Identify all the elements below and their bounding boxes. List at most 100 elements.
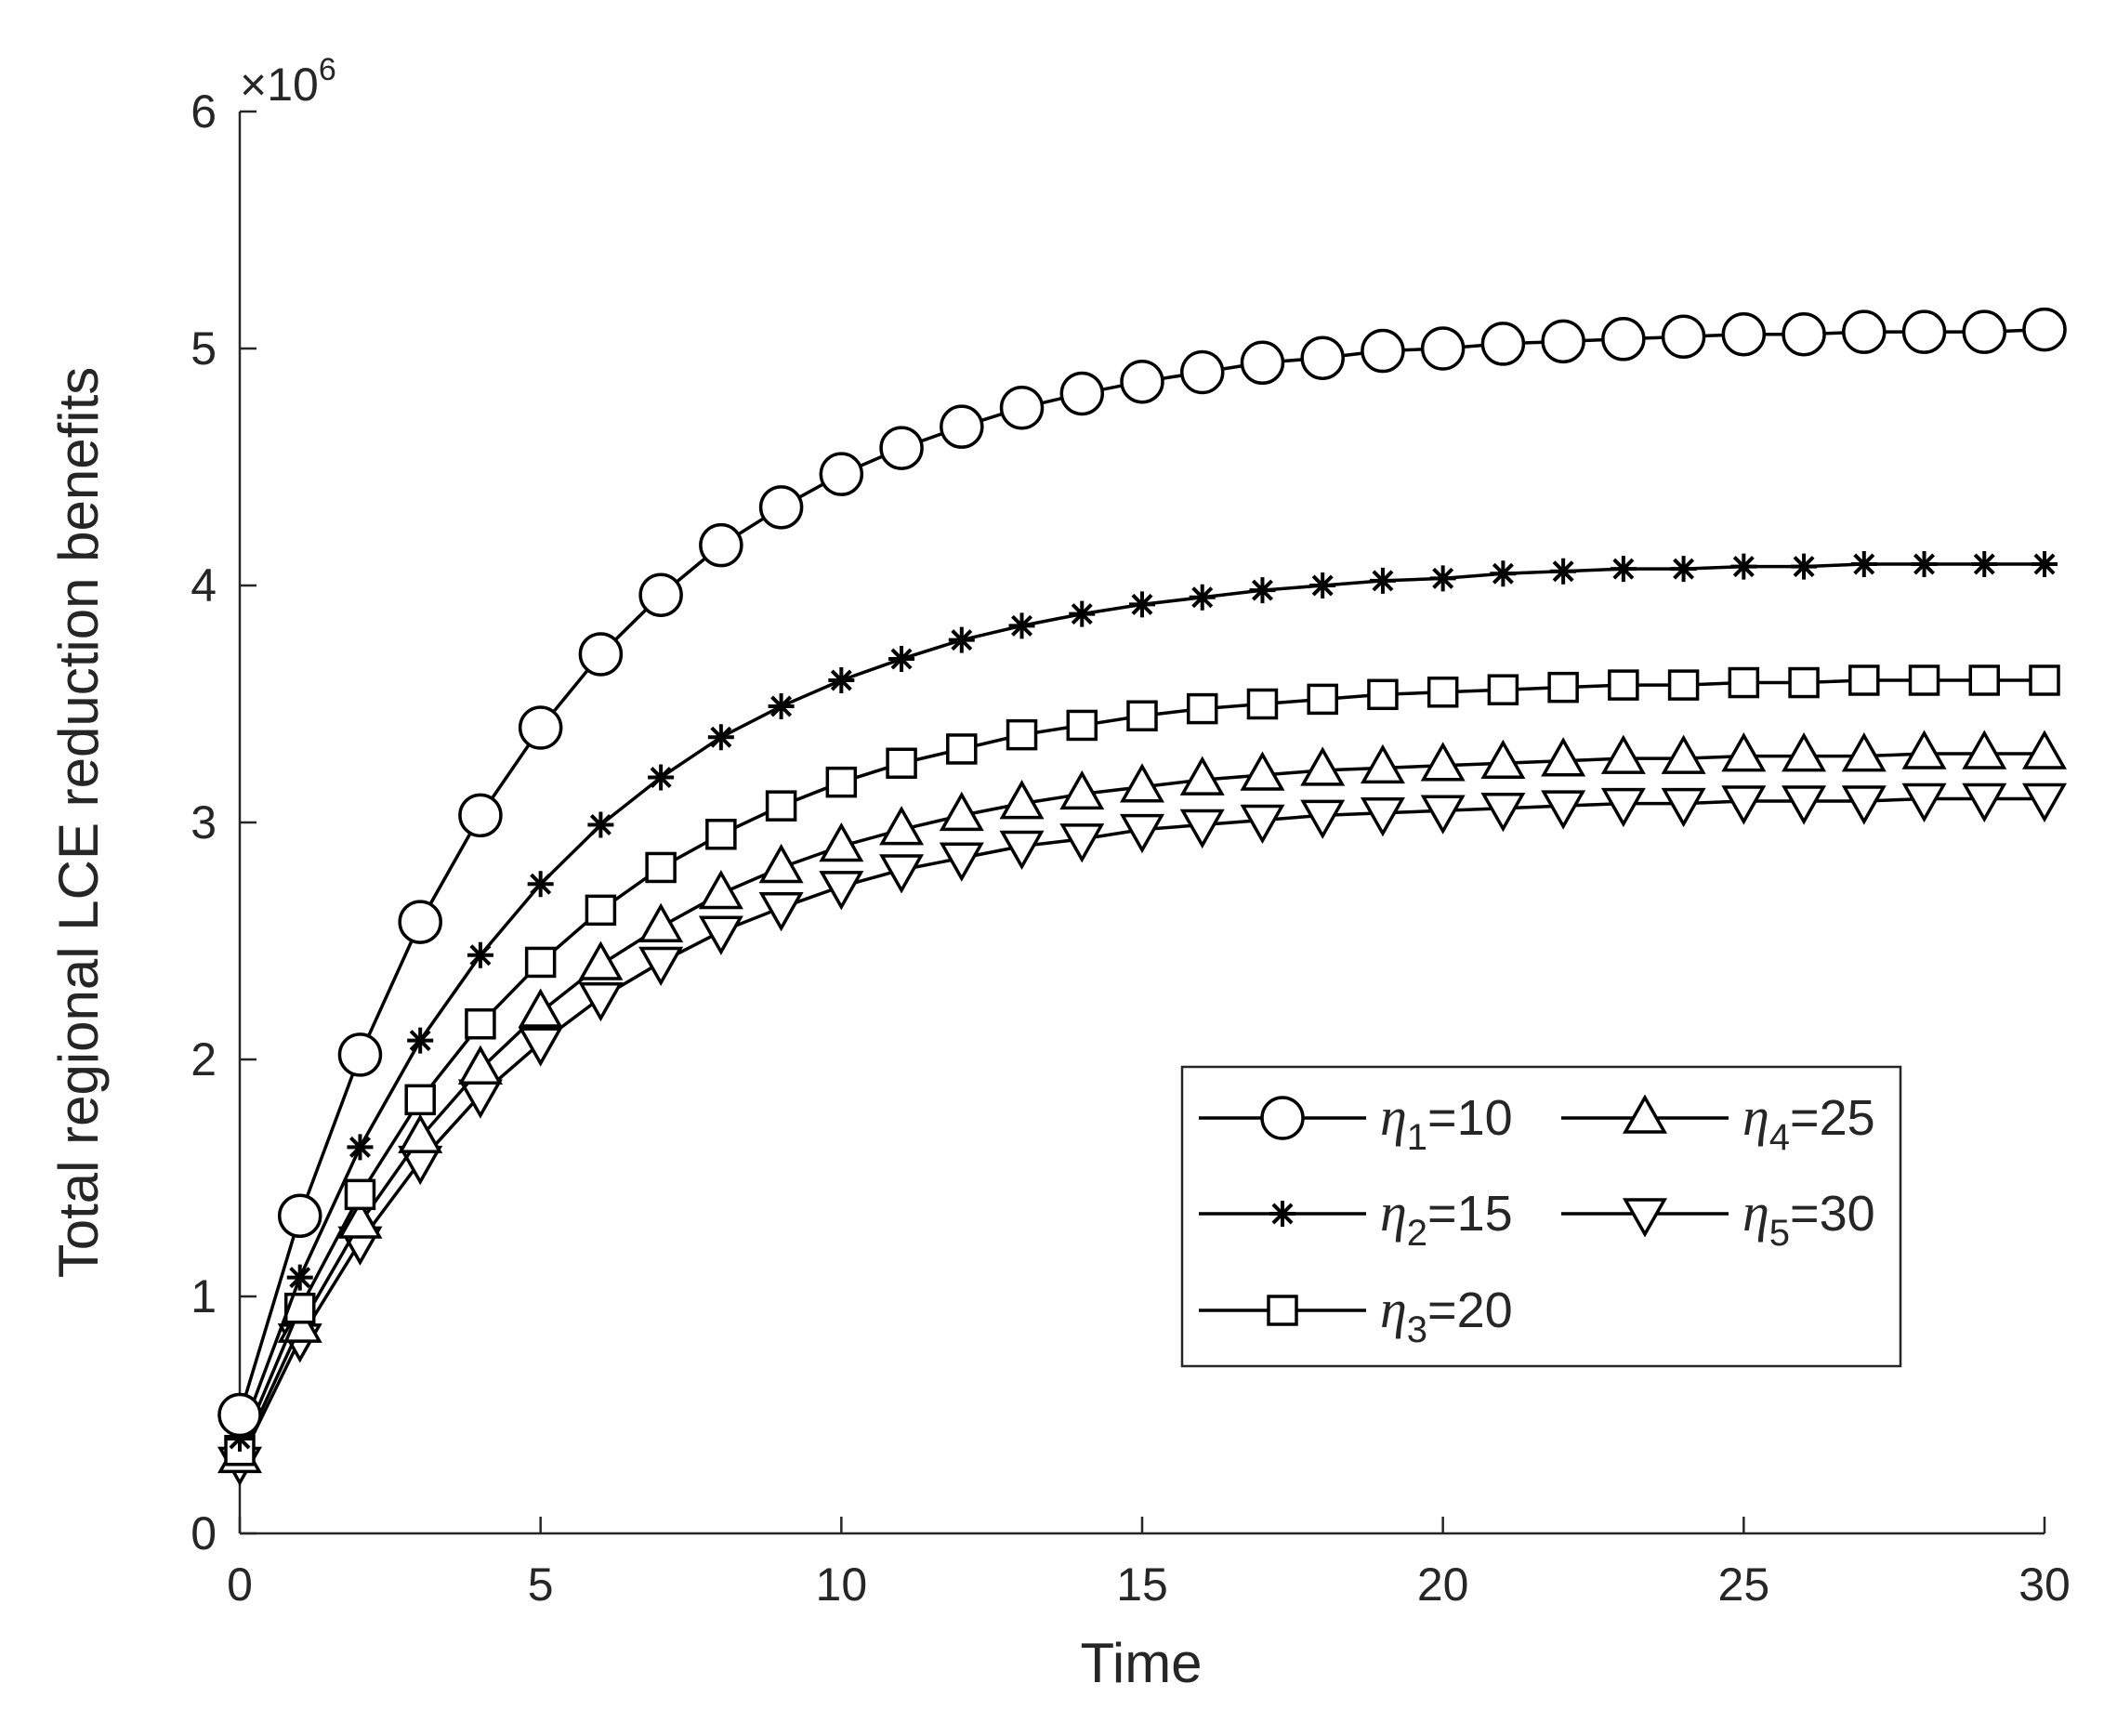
data-point-asterisk (1791, 553, 1818, 580)
data-point-triangle-up (819, 822, 864, 862)
x-tick-label: 5 (528, 1558, 554, 1611)
data-point-triangle-up (518, 988, 563, 1028)
data-point-triangle-down (1901, 783, 1947, 823)
data-point-circle (1361, 328, 1405, 374)
data-point-square (1908, 664, 1940, 696)
data-point-circle (758, 485, 804, 530)
y-ticks: 0 1 2 3 4 5 6 (191, 85, 256, 1559)
legend-entry: η1=10 (1199, 1086, 1513, 1158)
data-point-asterisk (828, 667, 855, 693)
data-point-triangle-down (518, 1027, 563, 1067)
data-point-triangle-up (1179, 756, 1225, 796)
data-point-circle (1120, 359, 1164, 404)
legend-label: η5=30 (1742, 1182, 1875, 1254)
data-point-asterisk (948, 626, 975, 653)
data-point-triangle-up (1119, 763, 1165, 803)
data-point-circle (1962, 309, 2007, 354)
x-tick-label: 10 (816, 1558, 868, 1611)
data-point-triangle-up (1661, 734, 1706, 774)
data-point-asterisk (527, 871, 554, 898)
y-tick-label: 4 (191, 559, 217, 612)
data-point-triangle-up (337, 1199, 383, 1239)
data-point-asterisk (1369, 567, 1396, 594)
data-point-square (1547, 671, 1579, 704)
x-tick-label: 0 (227, 1558, 253, 1611)
data-point-square (1186, 692, 1218, 725)
data-point-triangle-up (1420, 742, 1466, 782)
data-point-triangle-down (2021, 783, 2068, 823)
data-point-triangle-down (1240, 804, 1285, 844)
data-point-circle (999, 386, 1045, 430)
legend-marker-asterisk (1269, 1201, 1295, 1227)
data-point-asterisk (1189, 584, 1216, 611)
data-point-asterisk (1730, 553, 1757, 580)
series-triangle-up (217, 730, 2068, 1474)
data-point-triangle-down (1841, 785, 1887, 825)
data-point-circle (1601, 317, 1646, 362)
data-point-circle (1420, 326, 1466, 371)
data-point-circle (1240, 340, 1285, 386)
data-point-triangle-up (1480, 739, 1526, 779)
data-point-square (344, 1178, 376, 1211)
x-tick-label: 20 (1417, 1558, 1469, 1611)
data-point-asterisk (1129, 591, 1155, 618)
data-point-triangle-up (638, 902, 684, 942)
data-point-triangle-up (398, 1113, 443, 1153)
x-ticks: 0 5 10 15 20 25 30 (227, 1517, 2071, 1611)
data-point-square (585, 894, 617, 927)
legend-marker-triangle-up (1622, 1094, 1668, 1134)
data-point-triangle-up (1721, 732, 1767, 772)
y-tick-label: 0 (191, 1507, 217, 1559)
data-point-circle (1179, 349, 1225, 395)
data-point-square (645, 851, 677, 884)
data-point-triangle-down (879, 854, 925, 894)
data-point-square (1487, 674, 1519, 705)
data-point-square (765, 790, 797, 822)
legend-entry: η5=30 (1561, 1182, 1875, 1254)
data-point-circle (1059, 371, 1105, 416)
series-circle (217, 307, 2067, 1438)
data-point-triangle-up (999, 780, 1045, 820)
data-point-asterisk (1610, 556, 1637, 583)
data-point-triangle-down (1179, 809, 1225, 849)
y-tick-label: 1 (191, 1270, 217, 1322)
data-point-triangle-up (1360, 743, 1405, 784)
data-point-asterisk (467, 941, 493, 968)
data-point-triangle-down (1360, 797, 1405, 837)
data-point-square (2029, 664, 2060, 696)
data-point-asterisk (1249, 577, 1276, 604)
data-point-asterisk (1069, 600, 1096, 627)
data-point-circle (638, 572, 683, 617)
data-point-square (465, 1008, 496, 1040)
legend-entry: η4=25 (1561, 1086, 1875, 1158)
data-point-asterisk (587, 811, 614, 838)
data-point-circle (1842, 309, 1887, 354)
legend: η1=10 η2=15 η3=20 η4=25 η5=30 (1180, 1065, 1902, 1368)
y-multiplier-label: ×106 (240, 52, 336, 111)
data-point-circle (217, 1392, 262, 1438)
x-tick-label: 30 (2018, 1558, 2071, 1611)
legend-entry: η3=20 (1199, 1279, 1513, 1350)
data-point-triangle-up (457, 1045, 503, 1085)
y-tick-label: 5 (191, 322, 217, 375)
data-point-circle (578, 632, 624, 677)
data-point-asterisk (888, 646, 915, 673)
data-point-circle (1480, 322, 1526, 366)
data-point-triangle-up (879, 806, 925, 846)
data-point-circle (398, 900, 442, 944)
data-point-triangle-up (1600, 734, 1646, 774)
data-point-triangle-down (1059, 823, 1105, 863)
data-point-circle (1721, 311, 1767, 357)
data-point-asterisk (347, 1134, 374, 1161)
data-point-triangle-up (1782, 732, 1827, 772)
data-point-triangle-up (939, 791, 984, 832)
legend-entries: η1=10 η2=15 η3=20 η4=25 η5=30 (1199, 1086, 1875, 1350)
data-point-square (1427, 677, 1459, 708)
data-point-circle (1300, 335, 1345, 380)
data-point-square (1968, 664, 2001, 696)
data-point-triangle-down (1420, 795, 1466, 835)
data-point-triangle-down (1661, 787, 1706, 828)
data-point-asterisk (1670, 556, 1697, 583)
data-point-asterisk (1850, 551, 1877, 578)
